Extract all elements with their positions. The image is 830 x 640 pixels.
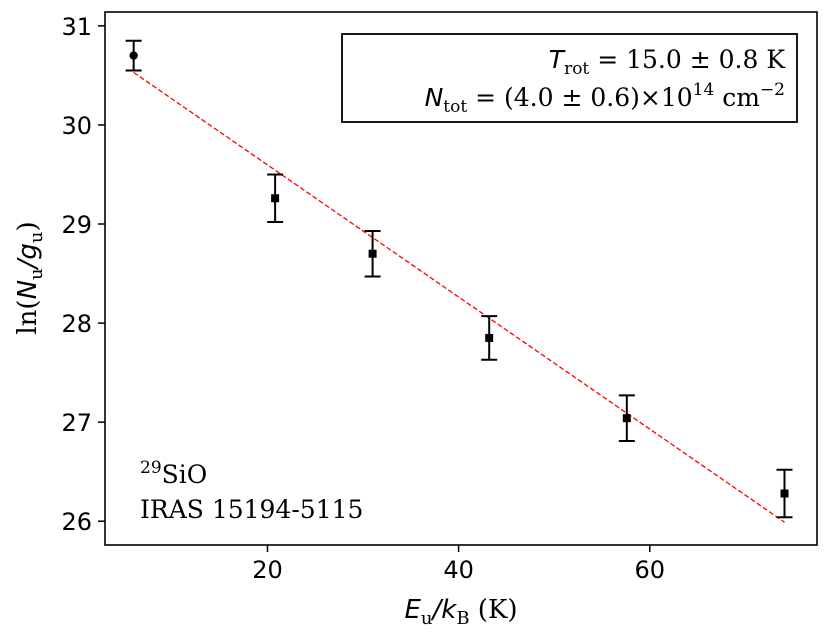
- x-tick-label: 60: [634, 556, 665, 584]
- source-label: IRAS 15194-5115: [140, 495, 363, 524]
- y-tick-label: 26: [61, 508, 92, 536]
- data-point: [485, 333, 494, 342]
- x-axis-label: Eu/kB (K): [404, 595, 517, 629]
- rotational-temperature: Trot = 15.0 ± 0.8 K: [549, 45, 787, 79]
- plot-frame: [104, 11, 818, 546]
- data-point-group: [267, 173, 284, 224]
- fit-layer: [133, 71, 785, 523]
- data-point: [622, 414, 631, 423]
- y-axis-ticks: 26 27 28 29 30 31: [61, 13, 105, 536]
- data-point: [129, 51, 138, 60]
- y-tick-label: 27: [61, 409, 92, 437]
- y-tick-label: 29: [61, 211, 92, 239]
- data-point-group: [481, 315, 498, 361]
- fit-line: [133, 71, 785, 523]
- data-point-group: [364, 229, 381, 278]
- y-tick-label: 28: [61, 310, 92, 338]
- x-tick-label: 20: [252, 556, 283, 584]
- data-point-group: [618, 394, 635, 442]
- data-point: [368, 249, 377, 258]
- x-tick-label: 40: [443, 556, 474, 584]
- data-point-group: [776, 468, 793, 519]
- data-point-group: [125, 39, 142, 72]
- species-label: 29SiO: [140, 458, 207, 489]
- y-axis-label: ln(Nu/gu): [13, 221, 47, 334]
- x-axis-ticks: 20 40 60: [252, 545, 665, 584]
- data-point: [271, 194, 280, 203]
- y-tick-label: 31: [61, 13, 92, 41]
- column-density: Ntot = (4.0 ± 0.6)×1014 cm−2: [425, 80, 785, 117]
- y-tick-label: 30: [61, 112, 92, 140]
- fit-result-box: [341, 33, 798, 123]
- data-points: [125, 39, 793, 519]
- data-point: [780, 489, 789, 498]
